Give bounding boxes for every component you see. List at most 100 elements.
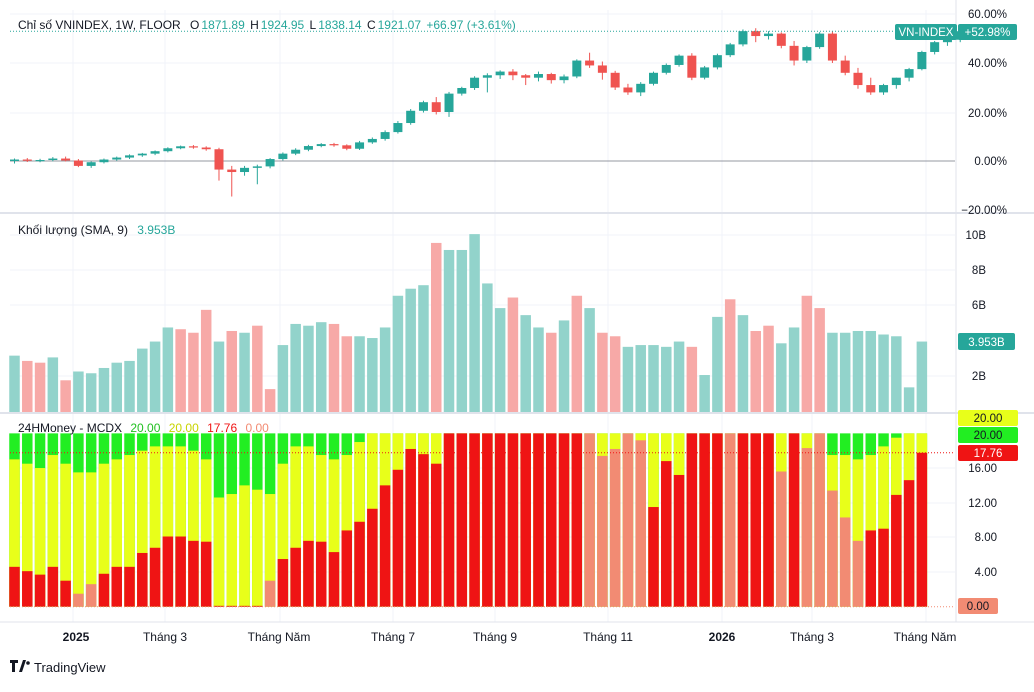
- mcdx-red-bar: [571, 433, 583, 607]
- mcdx-yellow-bar: [60, 463, 71, 607]
- price-legend-low-label: L: [309, 18, 317, 32]
- tradingview-brand-text: TradingView: [34, 660, 106, 675]
- price-legend-change: +66.97 (+3.61%): [426, 18, 516, 32]
- volume-axis-tick-label: 2B: [972, 371, 986, 383]
- mcdx-badge-zero: 0.00: [967, 601, 989, 613]
- time-axis-label: 2025: [63, 630, 90, 644]
- candle-body: [700, 67, 710, 78]
- volume-bar: [482, 283, 493, 412]
- mcdx-red-bar: [73, 593, 84, 607]
- volume-bar: [571, 295, 583, 412]
- price-badge-value: +52.98%: [965, 27, 1011, 39]
- mcdx-red-bar: [379, 485, 391, 607]
- candle-body: [73, 160, 83, 166]
- volume-bar: [264, 389, 276, 412]
- volume-bar: [494, 308, 506, 412]
- mcdx-red-bar: [763, 433, 774, 607]
- volume-bar: [712, 316, 723, 412]
- mcdx-red-bar: [98, 573, 110, 607]
- candle-body: [533, 74, 543, 78]
- candle-body: [10, 159, 19, 161]
- volume-bar: [673, 341, 685, 412]
- mcdx-red-bar: [328, 552, 340, 607]
- mcdx-red-bar: [584, 433, 595, 607]
- mcdx-yellow-bar: [226, 494, 238, 607]
- candle-body: [789, 45, 799, 61]
- price-legend-close-label: C: [366, 18, 376, 32]
- volume-bar: [430, 242, 442, 412]
- mcdx-yellow-bar: [188, 450, 199, 607]
- candle-body: [674, 55, 684, 65]
- volume-bar: [763, 325, 774, 412]
- volume-bar: [418, 285, 429, 412]
- volume-bar: [546, 332, 557, 412]
- volume-bar: [239, 332, 250, 412]
- volume-bar: [22, 360, 33, 412]
- mcdx-yellow-bar: [85, 472, 97, 607]
- volume-legend-name: Khối lượng (SMA, 9): [18, 223, 128, 237]
- candle-body: [891, 77, 901, 86]
- price-axis-tick-label: 60.00%: [968, 9, 1007, 21]
- candle-body: [725, 44, 735, 56]
- volume-bar: [200, 309, 212, 412]
- mcdx-red-bar: [252, 605, 263, 607]
- candle-body: [559, 76, 569, 81]
- mcdx-red-bar: [367, 508, 378, 607]
- mcdx-red-bar: [482, 433, 493, 607]
- volume-bar: [635, 345, 646, 412]
- mcdx-red-bar: [341, 530, 353, 607]
- mcdx-legend-name: 24HMoney - MCDX: [18, 421, 123, 435]
- volume-axis-tick-label: 10B: [966, 230, 987, 242]
- volume-bar: [379, 327, 391, 412]
- mcdx-red-bar: [558, 433, 570, 607]
- price-legend-low-value: 1838.14: [318, 18, 362, 32]
- tradingview-brand[interactable]: TradingView: [10, 660, 106, 675]
- price-legend-open-value: 1871.89: [201, 18, 245, 32]
- candle-body: [137, 153, 147, 156]
- volume-bar: [750, 330, 761, 412]
- candle-body: [355, 142, 365, 149]
- candle-body: [227, 169, 237, 173]
- price-legend-close-value: 1921.07: [377, 18, 422, 32]
- volume-bar: [661, 346, 672, 412]
- mcdx-red-bar: [226, 605, 238, 607]
- candle-body: [917, 51, 927, 70]
- candles: [10, 28, 965, 197]
- candle-body: [214, 149, 224, 170]
- volume-bar: [149, 341, 161, 412]
- candle-body: [508, 71, 518, 76]
- mcdx-red-bar: [597, 455, 608, 607]
- candle-body: [776, 33, 786, 46]
- mcdx-red-bar: [188, 540, 199, 607]
- volume-bar: [533, 327, 544, 412]
- mcdx-red-bar: [137, 552, 148, 607]
- volume-axis-tick-label: 6B: [972, 300, 986, 312]
- mcdx-legend-v4: 0.00: [245, 421, 269, 435]
- volume-bar: [597, 332, 608, 412]
- mcdx-red-bar: [392, 469, 404, 607]
- volume-bar: [686, 346, 698, 412]
- volume-bar: [175, 329, 186, 412]
- mcdx-badge-green-bg: [958, 427, 1018, 443]
- candle-body: [431, 102, 441, 112]
- volume-bar: [456, 249, 468, 412]
- volume-bar: [124, 360, 135, 412]
- mcdx-yellow-bar: [264, 494, 276, 607]
- mcdx-red-bar: [724, 433, 736, 607]
- mcdx-yellow-bar: [47, 455, 59, 607]
- candle-body: [815, 33, 825, 48]
- candle-body: [188, 146, 198, 148]
- volume-bar: [724, 299, 736, 412]
- price-badge-name-bg: [895, 24, 957, 40]
- volume-bar: [162, 327, 174, 412]
- volume-bar: [878, 334, 889, 412]
- mcdx-yellow-bar: [149, 446, 161, 607]
- candle-body: [942, 39, 952, 43]
- candle-body: [61, 158, 71, 161]
- mcdx-badge-top: 20.00: [974, 413, 1003, 425]
- tradingview-logo-icon: [10, 660, 30, 675]
- price-axis-tick-label: 0.00%: [974, 156, 1007, 168]
- volume-bar: [354, 336, 365, 412]
- mcdx-axis-tick-label: 16.00: [968, 463, 997, 475]
